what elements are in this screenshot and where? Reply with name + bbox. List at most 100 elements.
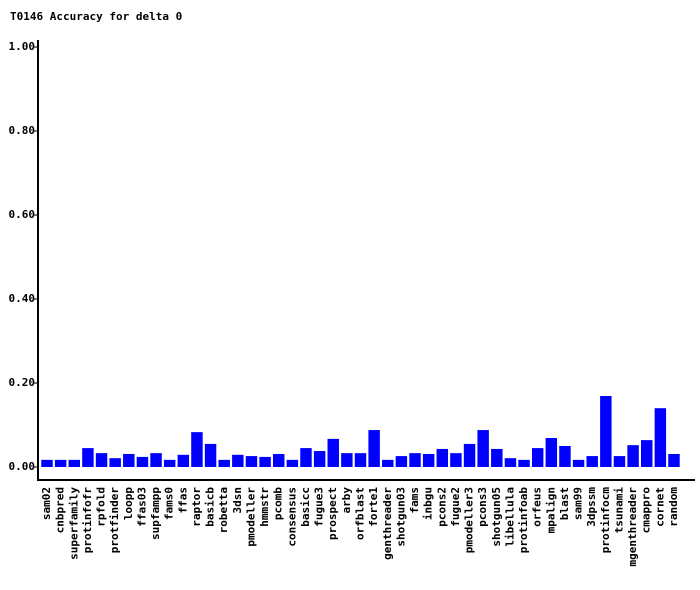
x-tick-label: pmodeller3 <box>463 487 476 553</box>
x-tick-label: superfamily <box>67 487 80 560</box>
x-tick-label: raptor <box>190 487 203 527</box>
bar <box>123 453 135 467</box>
x-tick-label: robetta <box>217 487 230 533</box>
bar <box>259 456 271 467</box>
bar <box>463 443 476 467</box>
bar <box>491 448 503 467</box>
bar <box>218 459 230 467</box>
x-tick-label: sam02 <box>40 487 53 520</box>
bar <box>163 459 176 467</box>
x-tick-label: tsunami <box>612 487 625 534</box>
x-tick-label: basicc <box>299 487 312 527</box>
x-tick-label: loopp <box>122 487 135 520</box>
x-tick-label: fugue3 <box>313 487 326 527</box>
x-tick-label: consensus <box>285 487 298 547</box>
x-tick-label: fams <box>408 487 421 514</box>
x-tick-label: fugue2 <box>449 487 462 527</box>
bar <box>422 453 435 467</box>
bar <box>150 453 162 467</box>
bar <box>95 453 108 467</box>
y-tick-label: 1.00 <box>9 40 36 53</box>
bar <box>313 451 326 467</box>
x-tick-label: shotgun03 <box>394 487 407 547</box>
x-tick-label: protfinder <box>108 487 121 554</box>
bar <box>409 453 421 467</box>
x-tick-label: hmmstr <box>258 487 271 527</box>
bar <box>395 456 408 467</box>
bar <box>518 459 530 467</box>
bar <box>600 396 612 467</box>
x-tick-label: blast <box>558 487 571 520</box>
bar <box>109 458 121 467</box>
y-tick-label: 0.60 <box>9 208 36 221</box>
x-tick-label: ffas03 <box>135 487 148 527</box>
x-tick-label: 3dpssm <box>585 487 598 527</box>
x-tick-label: basicb <box>204 487 217 527</box>
y-tick-label: 0.20 <box>9 376 36 389</box>
bar <box>300 448 312 467</box>
x-tick-label: orfeus <box>531 487 544 527</box>
x-tick-label: protinfocm <box>599 487 612 554</box>
x-tick-label: ffas <box>176 487 189 514</box>
bar <box>586 456 598 467</box>
bar <box>559 446 571 467</box>
bar <box>654 408 667 467</box>
bar <box>572 459 585 467</box>
x-tick-label: supfampp <box>149 487 162 540</box>
bar <box>327 438 339 467</box>
x-tick-label: orfblast <box>354 487 367 540</box>
bar <box>82 448 94 467</box>
x-tick-label: pcons3 <box>476 487 489 527</box>
x-tick-label: genthreader <box>381 487 394 560</box>
x-tick-label: pmodeller <box>244 487 257 547</box>
bar <box>627 445 639 467</box>
x-tick-label: cnbpred <box>54 487 67 533</box>
bar <box>232 454 244 467</box>
x-tick-label: cmappro <box>640 487 653 534</box>
x-tick-label: sam99 <box>572 487 585 520</box>
bar <box>531 448 544 467</box>
bar <box>354 453 367 467</box>
x-tick-label: mgenthreader <box>626 487 639 567</box>
y-tick-label: 0.80 <box>9 124 36 137</box>
bar <box>341 453 353 467</box>
x-tick-label: pcons2 <box>435 487 448 527</box>
bar <box>450 453 462 467</box>
x-tick-label: protinfoab <box>517 487 530 554</box>
bar <box>477 430 489 467</box>
bar <box>641 440 653 467</box>
bar <box>41 459 53 467</box>
chart-title: T0146 Accuracy for delta 0 <box>10 10 182 23</box>
x-tick-label: arby <box>340 487 353 514</box>
bar <box>245 456 258 467</box>
bar <box>136 456 149 467</box>
x-tick-label: inbgu <box>422 487 435 520</box>
bar <box>204 443 217 467</box>
x-tick-label: 3dsn <box>231 487 244 514</box>
bar <box>177 454 190 467</box>
bar <box>436 448 449 467</box>
x-tick-label: mpalign <box>544 487 557 533</box>
x-tick-label: rpfold <box>95 487 108 527</box>
bar <box>272 453 285 467</box>
y-tick-label: 0.00 <box>9 460 36 473</box>
x-tick-label: fams0 <box>163 487 176 520</box>
bar <box>54 459 67 467</box>
bar <box>504 458 517 467</box>
x-tick-label: cornet <box>653 487 666 527</box>
x-tick-label: prospect <box>326 487 339 540</box>
bar <box>286 459 299 467</box>
bar <box>68 459 80 467</box>
bar <box>613 456 626 467</box>
bar <box>545 438 558 467</box>
x-tick-label: forte1 <box>367 487 380 527</box>
bar <box>368 430 380 467</box>
bar <box>668 453 680 467</box>
y-tick-label: 0.40 <box>9 292 36 305</box>
x-tick-label: shotgun05 <box>490 487 503 547</box>
bar <box>382 459 394 467</box>
x-tick-label: protinfofr <box>81 487 94 554</box>
bar <box>191 432 203 467</box>
x-tick-label: pcomb <box>272 487 285 520</box>
